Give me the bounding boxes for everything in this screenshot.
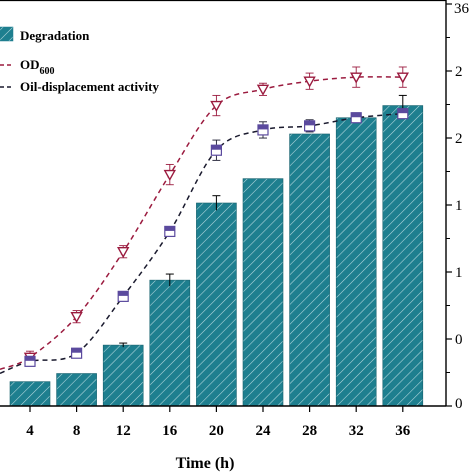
right-tick-label: 2 [455,131,463,147]
x-tick-label: 36 [395,423,411,439]
bar-degradation [102,344,144,407]
point-od600 [396,72,409,84]
bars-layer [9,94,424,407]
point-od600 [303,76,316,88]
legend-label-od600-sub: 600 [40,66,55,77]
bar-degradation [149,279,191,407]
right-tick-label: 0 [455,396,463,412]
point-fill-oil-displacement [211,145,222,150]
bar-degradation [9,381,51,407]
x-tick-label: 20 [209,423,224,439]
point-od600 [210,100,223,113]
right-tick-label: 2 [455,64,463,80]
x-tick-label: 4 [26,423,34,439]
right-axis-top-label: 36 [454,1,470,17]
point-fill-oil-displacement [25,356,35,361]
point-fill-oil-displacement [118,291,129,296]
x-axis-label: Time (h) [176,455,235,472]
x-tick-label: 16 [162,423,178,439]
x-tick-label: 28 [302,423,317,439]
point-od600 [256,84,270,96]
line-oil-displacement [0,112,403,375]
point-od600 [163,169,176,182]
point-fill-oil-displacement [164,226,175,231]
line-od600 [0,76,403,370]
bar-degradation [242,178,284,407]
bar-degradation [335,117,377,407]
point-fill-oil-displacement [71,348,82,353]
legend: Degradation OD600 Oil-displacement activ… [0,26,160,94]
right-ticks-layer: 0 0 1 1 2 2 [446,3,463,412]
bar-degradation [382,105,424,407]
point-fill-oil-displacement [304,120,315,126]
bar-degradation [56,373,97,407]
legend-label-od600-main: OD [20,57,40,72]
x-tick-label: 8 [73,423,81,439]
bar-degradation [289,133,330,407]
x-ticks-layer: 4 8 12 16 20 24 28 32 36 [26,406,411,439]
legend-label-oil-displacement: Oil-displacement activity [20,79,160,94]
bar-degradation [196,202,237,407]
point-od600 [70,311,83,324]
point-fill-oil-displacement [351,112,362,118]
legend-label-degradation: Degradation [20,28,90,43]
lines-layer [0,66,409,375]
point-fill-oil-displacement [397,108,408,114]
point-fill-oil-displacement [258,124,268,130]
right-tick-label: 1 [455,198,463,214]
right-tick-label: 0 [455,332,463,348]
point-od600 [350,72,363,84]
x-tick-label: 24 [256,423,272,439]
x-tick-label: 12 [116,423,131,439]
x-tick-label: 32 [349,423,364,439]
legend-swatch-degradation [0,26,14,42]
right-tick-label: 1 [455,265,463,281]
point-od600 [117,247,130,259]
legend-label-od600: OD600 [20,57,55,77]
